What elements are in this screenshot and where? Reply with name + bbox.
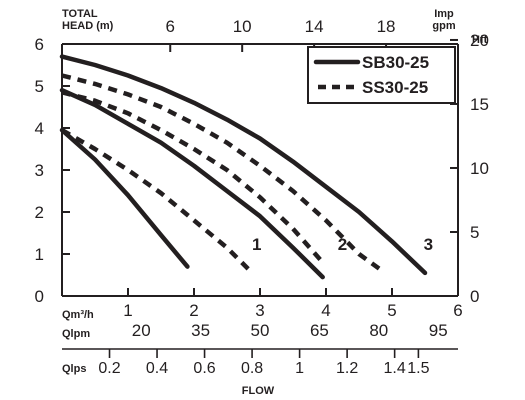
- m3h-tick-label: 6: [453, 301, 462, 320]
- lpm-unit-label: Qlpm: [62, 328, 90, 340]
- m3h-unit-label: Qm³/h: [62, 309, 94, 321]
- hft-tick-label: 20: [470, 31, 489, 50]
- head-tick-label: 2: [35, 203, 44, 222]
- head-axis-label-2: HEAD (m): [62, 20, 114, 32]
- legend-box: [307, 46, 456, 104]
- legend-label-dashed: SS30-25: [362, 78, 428, 97]
- pump-curves: [59, 54, 428, 280]
- head-axis-label-1: TOTAL: [62, 8, 98, 20]
- sb30-25-speed-3-curve: [59, 54, 428, 276]
- head-tick-label: 3: [35, 161, 44, 180]
- head-tick-label: 6: [35, 35, 44, 54]
- lps-tick-label: 0.2: [98, 360, 120, 377]
- hft-tick-label: 5: [470, 223, 479, 242]
- hft-tick-label: 0: [470, 287, 479, 306]
- head-tick-label: 0: [35, 287, 44, 306]
- lpm-tick-label: 20: [132, 321, 151, 340]
- lpm-tick-label: 95: [429, 321, 448, 340]
- ss30-25-speed-2-curve: [61, 90, 325, 264]
- hft-tick-label: 15: [470, 95, 489, 114]
- gpm-tick-label: 18: [377, 17, 396, 36]
- gpm-tick-label: 6: [166, 17, 175, 36]
- head-tick-label: 1: [35, 245, 44, 264]
- speed-3-label: 3: [424, 235, 433, 254]
- lps-tick-label: 1.2: [336, 360, 358, 377]
- legend: SB30-25 SS30-25: [307, 46, 456, 104]
- sb30-25-speed-1-curve: [59, 127, 190, 269]
- hft-tick-label: 10: [470, 159, 489, 178]
- lps-unit-label: Qlps: [62, 363, 86, 375]
- head-tick-label: 4: [35, 119, 44, 138]
- lpm-tick-label: 50: [251, 321, 270, 340]
- lps-tick-label: 0.8: [241, 360, 263, 377]
- m3h-tick-label: 1: [123, 301, 132, 320]
- flow-axis-label: FLOW: [242, 385, 275, 397]
- lps-tick-label: 1.5: [407, 360, 429, 377]
- m3h-tick-label: 3: [255, 301, 264, 320]
- speed-2-label: 2: [338, 235, 347, 254]
- axis-titles: TOTAL HEAD (m) Imp gpm Hft Qm³/h Qlpm Ql…: [62, 8, 488, 397]
- lps-tick-label: 0.6: [193, 360, 215, 377]
- hft-axis-label: Hft: [472, 34, 488, 46]
- head-tick-label: 5: [35, 77, 44, 96]
- m3h-tick-label: 4: [321, 301, 330, 320]
- lpm-tick-label: 35: [191, 321, 210, 340]
- m3h-tick-label: 2: [189, 301, 198, 320]
- gpm-axis-label-2: gpm: [432, 20, 455, 32]
- m3h-tick-label: 5: [387, 301, 396, 320]
- lpm-tick-label: 65: [310, 321, 329, 340]
- sb30-25-speed-2-curve: [59, 87, 325, 280]
- ss30-25-speed-3-curve: [61, 73, 384, 273]
- curve-labels: 1 2 3: [252, 235, 433, 254]
- lps-tick-label: 1.4: [384, 360, 406, 377]
- lps-tick-label: 0.4: [146, 360, 168, 377]
- lpm-tick-label: 80: [369, 321, 388, 340]
- gpm-tick-label: 10: [233, 17, 252, 36]
- lps-tick-label: 1: [295, 360, 304, 377]
- gpm-tick-label: 14: [305, 17, 324, 36]
- speed-1-label: 1: [252, 235, 261, 254]
- gpm-axis-label-1: Imp: [434, 8, 454, 20]
- ss30-25-speed-1-curve: [60, 128, 252, 273]
- legend-label-solid: SB30-25: [362, 53, 429, 72]
